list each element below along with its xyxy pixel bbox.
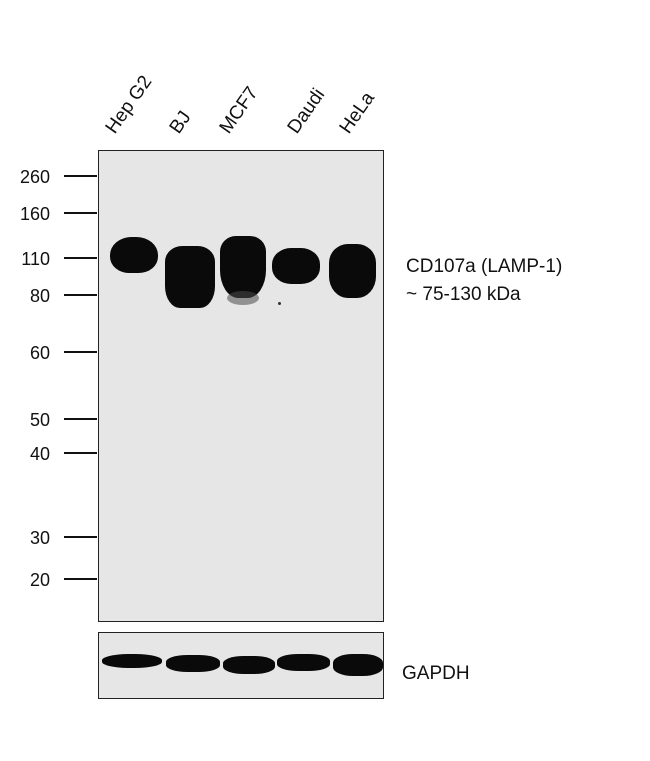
marker-tick-80 [64,294,97,296]
band-daudi [272,248,320,284]
marker-tick-260 [64,175,97,177]
target-size: ~ 75-130 kDa [406,284,521,305]
gapdh-band-daudi [277,654,330,671]
loading-control-label: GAPDH [402,663,470,684]
speck [278,302,281,305]
band-hela [329,244,376,298]
gapdh-blot-panel [98,632,384,699]
marker-label-50: 50 [29,410,50,430]
marker-label-30: 30 [29,528,50,548]
band-mcf7 [220,236,266,298]
marker-label-60: 60 [29,343,50,363]
lane-label-bj: BJ [165,107,196,138]
marker-tick-40 [64,452,97,454]
marker-label-260: 260 [19,167,50,187]
marker-label-160: 160 [19,204,50,224]
marker-tick-60 [64,351,97,353]
marker-label-40: 40 [29,444,50,464]
lane-label-mcf7: MCF7 [215,83,263,138]
lane-label-hela: HeLa [335,88,379,138]
marker-label-80: 80 [29,286,50,306]
main-blot-panel [98,150,384,622]
marker-tick-30 [64,536,97,538]
marker-tick-20 [64,578,97,580]
gapdh-band-mcf7 [223,656,275,674]
marker-label-20: 20 [29,570,50,590]
marker-label-110: 110 [21,249,50,269]
marker-tick-160 [64,212,97,214]
marker-tick-50 [64,418,97,420]
band-hepg2 [110,237,158,273]
target-name: CD107a (LAMP-1) [406,256,563,277]
gapdh-band-hepg2 [102,654,162,668]
gapdh-band-hela [333,654,383,676]
lane-label-daudi: Daudi [283,84,330,138]
band-bj [165,246,215,308]
lane-label-hepg2: Hep G2 [101,71,157,138]
band-mcf7-smear [227,291,259,305]
gapdh-band-bj [166,655,220,672]
marker-tick-110 [64,257,97,259]
